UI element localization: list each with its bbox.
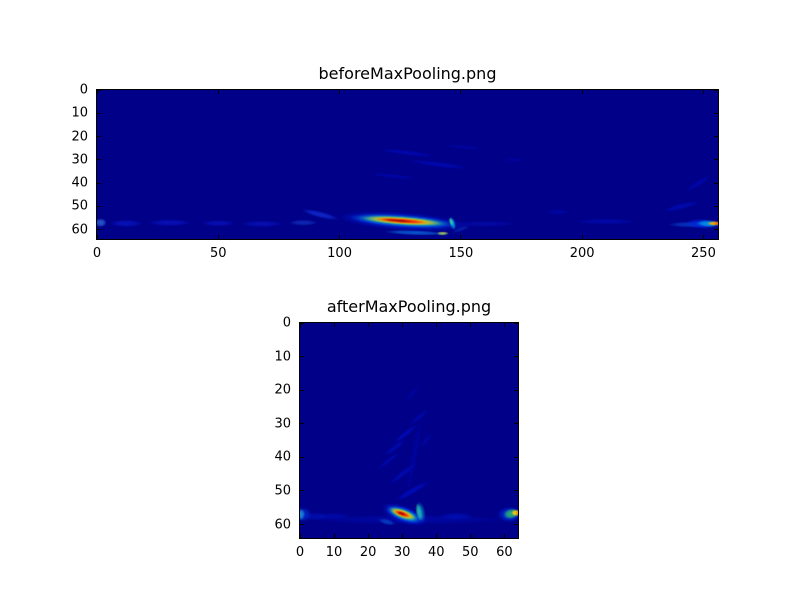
y-tick-label: 30 [274,416,291,432]
y-tick-mark [97,112,101,114]
y-tick-mark [514,356,518,358]
y-tick-mark [300,456,304,458]
y-tick-label: 10 [71,105,88,121]
x-tick-mark [217,90,219,94]
x-tick-mark [339,90,341,94]
y-tick-mark [714,205,718,207]
y-tick-mark [514,322,518,324]
x-tick-mark [401,323,403,327]
x-tick-mark [299,534,301,538]
x-tick-mark [460,90,462,94]
x-tick-label: 40 [427,545,445,560]
x-tick-mark [96,235,98,239]
x-tick-mark [96,90,98,94]
x-tick-label: 30 [393,545,411,560]
heatmap-canvas-before [97,90,718,239]
y-tick-mark [714,182,718,184]
y-tick-mark [714,229,718,231]
x-tick-mark [367,534,369,538]
y-tick-label: 50 [71,198,88,214]
heatmap-before-maxpooling: 0 50 100 150 200 250 0 10 20 30 40 50 60 [71,83,719,261]
x-tick-mark [339,235,341,239]
x-tick-mark [299,323,301,327]
y-tick-label: 20 [274,382,291,398]
y-tick-label: 0 [79,82,88,98]
y-tick-label: 30 [71,152,88,168]
x-tick-label: 10 [325,545,343,560]
y-tick-label: 0 [282,315,291,331]
x-tick-mark [503,534,505,538]
x-tick-mark [460,235,462,239]
x-tick-mark [435,323,437,327]
x-tick-label: 150 [448,246,474,261]
y-tick-mark [97,89,101,91]
y-tick-mark [714,89,718,91]
y-tick-mark [300,389,304,391]
y-tick-mark [514,490,518,492]
x-tick-mark [367,323,369,327]
y-tick-mark [714,136,718,138]
x-tick-mark [702,90,704,94]
plot-title-before-maxpooling: beforeMaxPooling.png [318,64,497,83]
x-tick-label: 100 [327,246,352,261]
x-tick-mark [401,534,403,538]
y-tick-mark [300,322,304,324]
x-tick-mark [435,534,437,538]
y-tick-label: 60 [71,222,88,238]
x-tick-mark [333,323,335,327]
y-tick-label: 40 [274,449,291,465]
heatmap-after-maxpooling: 0 10 20 30 40 50 60 0 10 20 30 40 50 60 [274,316,519,560]
heatmap-canvas-after [300,323,518,538]
plot-title-after-maxpooling: afterMaxPooling.png [326,297,492,316]
y-tick-mark [714,159,718,161]
x-tick-label: 20 [359,545,377,560]
y-tick-label: 10 [274,349,291,365]
y-tick-mark [300,524,304,526]
x-tick-mark [581,235,583,239]
x-tick-mark [469,323,471,327]
y-tick-label: 40 [71,175,88,191]
x-tick-label: 0 [92,246,102,261]
y-tick-label: 50 [274,483,291,499]
x-tick-mark [333,534,335,538]
y-tick-mark [97,182,101,184]
x-tick-mark [217,235,219,239]
y-tick-mark [514,524,518,526]
x-tick-label: 50 [462,545,479,560]
y-tick-mark [97,205,101,207]
x-tick-mark [503,323,505,327]
y-tick-mark [300,356,304,358]
x-tick-label: 200 [569,246,595,261]
y-tick-mark [300,423,304,425]
x-tick-label: 0 [295,545,305,560]
y-tick-mark [514,456,518,458]
y-tick-mark [514,389,518,391]
x-tick-mark [702,235,704,239]
y-tick-mark [714,112,718,114]
x-tick-mark [469,534,471,538]
y-tick-mark [514,423,518,425]
y-tick-mark [97,136,101,138]
x-tick-mark [581,90,583,94]
x-tick-label: 250 [691,246,716,261]
y-tick-mark [97,159,101,161]
x-tick-label: 60 [496,545,513,560]
y-tick-label: 20 [71,129,88,145]
y-tick-mark [300,490,304,492]
y-tick-label: 60 [274,517,291,533]
x-tick-label: 50 [210,246,227,261]
y-tick-mark [97,229,101,231]
